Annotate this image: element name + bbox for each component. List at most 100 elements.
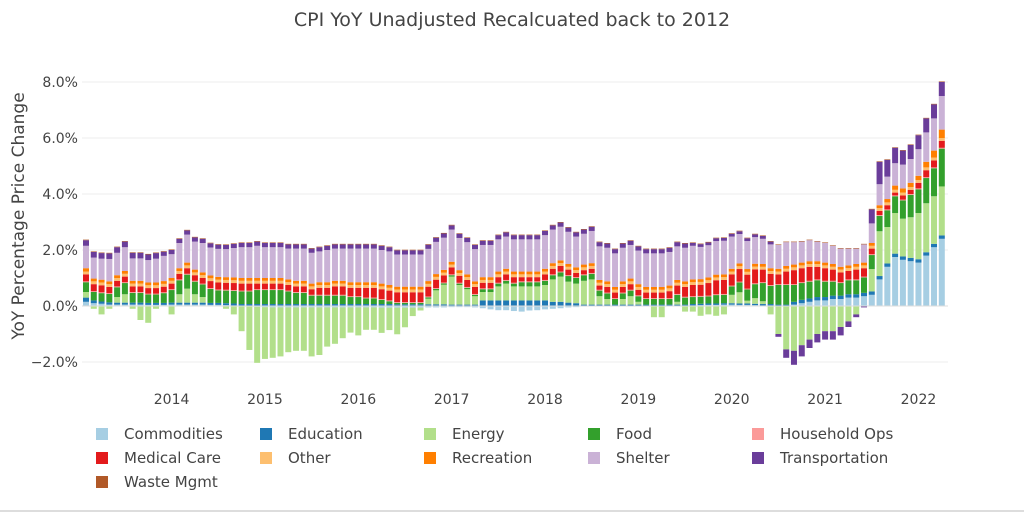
bar-segment-medical-care [456, 275, 463, 283]
y-axis-label: YoY Percentage Price Change [9, 92, 29, 340]
bar-segment-other [417, 289, 424, 293]
bar-segment-waste-mgmt [425, 244, 432, 245]
legend-item-recreation[interactable]: Recreation [424, 448, 532, 468]
bar-segment-medical-care [534, 277, 541, 282]
bar-segment-medical-care [884, 205, 891, 210]
bar-segment-household-ops [814, 279, 821, 281]
bar-segment-education [456, 304, 463, 306]
bar-segment-other [347, 285, 354, 288]
bar-segment-energy [868, 269, 875, 292]
bar-segment-shelter [915, 149, 922, 176]
bar-segment-education [557, 301, 564, 306]
legend-item-transportation[interactable]: Transportation [752, 448, 888, 468]
bar-segment-other [775, 271, 782, 275]
bar-segment-energy [557, 276, 564, 302]
bar-segment-medical-care [580, 270, 587, 275]
bar-segment-recreation [783, 265, 790, 269]
bar-segment-waste-mgmt [822, 242, 829, 243]
bar-segment-education [503, 300, 510, 306]
bar-segment-other [767, 271, 774, 274]
bar-segment-transportation [83, 240, 89, 246]
bar-segment-recreation [666, 285, 673, 289]
bar-segment-medical-care [658, 292, 665, 299]
bar-segment-medical-care [666, 291, 673, 299]
bar-segment-commodities [464, 306, 471, 308]
bar-segment-shelter [230, 248, 237, 278]
legend-item-waste-mgmt[interactable]: Waste Mgmt [96, 472, 218, 492]
bar-segment-transportation [277, 243, 284, 248]
bar-segment-waste-mgmt [573, 231, 580, 233]
bar-segment-other [510, 274, 517, 278]
bar-segment-commodities [160, 304, 167, 306]
bar-segment-medical-care [899, 195, 906, 200]
bar-segment-education [868, 291, 875, 295]
bar-segment-energy [767, 306, 774, 315]
bar-segment-transportation [705, 242, 712, 246]
bar-segment-food [542, 280, 549, 285]
bar-segment-household-ops [324, 294, 331, 296]
bar-segment-transportation [223, 244, 230, 250]
bar-segment-recreation [923, 161, 930, 168]
bar-segment-other [752, 266, 759, 270]
bar-segment-waste-mgmt [829, 245, 836, 246]
bar-segment-education [176, 302, 183, 305]
bar-segment-household-ops [798, 282, 805, 284]
bar-segment-energy [923, 203, 930, 253]
bar-segment-commodities [168, 304, 175, 306]
bar-segment-transportation [853, 314, 860, 318]
bar-segment-food [596, 290, 603, 297]
bar-segment-food [456, 283, 463, 285]
bar-segment-other [168, 280, 175, 284]
bar-segment-recreation [129, 280, 136, 284]
bar-segment-transportation [285, 244, 292, 249]
bar-segment-waste-mgmt [129, 252, 136, 253]
bar-segment-transportation [658, 249, 665, 254]
bar-segment-recreation [121, 271, 128, 274]
bar-segment-education [643, 304, 650, 306]
bar-segment-recreation [106, 281, 113, 285]
bar-segment-medical-care [487, 282, 494, 289]
bar-segment-education [106, 302, 113, 305]
x-tick-labels: 2014 2015 2016 2017 2018 2019 2020 2021 2022 [154, 392, 937, 408]
bar-segment-food [137, 292, 144, 303]
bar-segment-shelter [884, 176, 891, 200]
legend-item-other[interactable]: Other [260, 448, 331, 468]
bar-segment-shelter [293, 248, 300, 281]
bar-segment-medical-care [775, 274, 782, 285]
bar-segment-other [261, 280, 268, 284]
bar-segment-transportation [612, 249, 619, 254]
bar-segment-waste-mgmt [907, 144, 914, 145]
bar-segment-other [806, 264, 813, 267]
bar-segment-household-ops [246, 290, 253, 292]
bar-segment-commodities [884, 266, 891, 306]
bar-segment-waste-mgmt [285, 243, 292, 245]
legend-item-food[interactable]: Food [588, 424, 652, 444]
bar-segment-other [635, 286, 642, 290]
bar-segment-transportation [316, 247, 323, 252]
bar-segment-waste-mgmt [806, 239, 813, 241]
legend-item-medical-care[interactable]: Medical Care [96, 448, 221, 468]
legend-item-education[interactable]: Education [260, 424, 363, 444]
bar-segment-food [837, 283, 844, 296]
bar-segment-shelter [907, 159, 914, 183]
legend-item-household-ops[interactable]: Household Ops [752, 424, 893, 444]
bar-segment-waste-mgmt [612, 248, 619, 250]
bar-segment-medical-care [915, 182, 922, 189]
bar-segment-energy [783, 306, 790, 350]
bar-segment-education [199, 302, 206, 305]
bar-segment-other [425, 283, 432, 287]
bar-segment-energy [619, 299, 626, 305]
legend-item-shelter[interactable]: Shelter [588, 448, 670, 468]
bar-segment-household-ops [767, 285, 774, 286]
legend-item-energy[interactable]: Energy [424, 424, 505, 444]
bar-segment-commodities [557, 306, 564, 309]
legend-item-commodities[interactable]: Commodities [96, 424, 223, 444]
bar-segment-medical-care [137, 286, 144, 292]
bar-segment-food [324, 295, 331, 305]
bar-segment-commodities [106, 304, 113, 306]
bar-segment-recreation [285, 279, 292, 283]
bar-segment-waste-mgmt [510, 234, 517, 236]
bar-segment-food [619, 293, 626, 299]
bar-segment-commodities [542, 306, 549, 310]
legend-swatch [96, 428, 108, 440]
